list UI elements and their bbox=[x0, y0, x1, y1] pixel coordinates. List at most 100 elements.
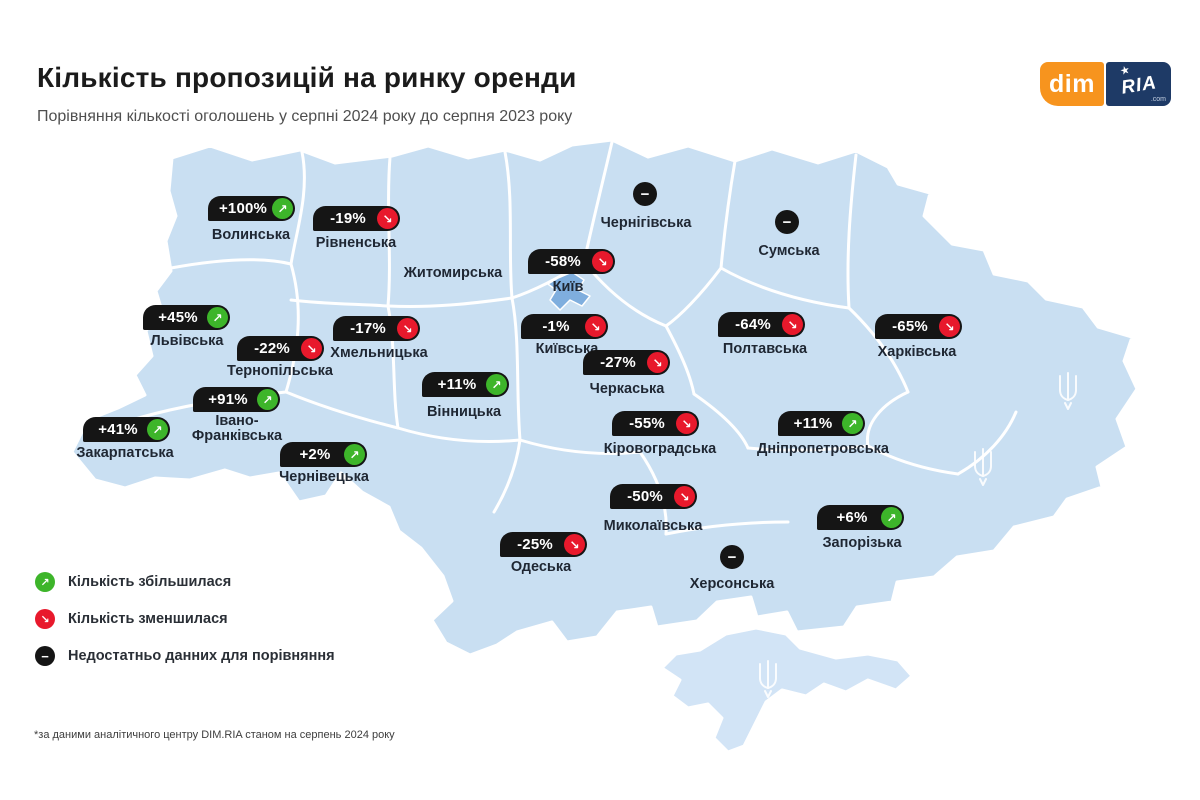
legend-label: Кількість зменшилася bbox=[68, 611, 228, 627]
no-data-icon: − bbox=[720, 545, 744, 569]
arrow-up-right-icon: ↗ bbox=[486, 374, 507, 395]
arrow-up-right-icon: ↗ bbox=[344, 444, 365, 465]
region-label-dnipropetrovska: Дніпропетровська bbox=[757, 441, 889, 457]
arrow-down-right-icon: ↘ bbox=[301, 338, 322, 359]
region-badge-lvivska: +45% ↗ bbox=[143, 305, 230, 330]
region-label-chernihivska: Чернігівська bbox=[600, 215, 692, 231]
region-label-khersonska: Херсонська bbox=[689, 576, 775, 592]
region-label-khmelnytska: Хмельницька bbox=[330, 345, 428, 361]
region-value: -1% bbox=[542, 318, 570, 335]
region-value: -50% bbox=[627, 488, 663, 505]
region-badge-chernivetska: +2% ↗ bbox=[280, 442, 367, 467]
oblast-borders bbox=[90, 140, 1018, 536]
region-label-cherkaska: Черкаська bbox=[589, 381, 665, 397]
minus-glyph: − bbox=[782, 213, 792, 231]
arrow-up-right-icon: ↗ bbox=[272, 198, 293, 219]
region-label-rivnenska: Рівненська bbox=[315, 235, 397, 251]
region-label-ternopilska: Тернопільська bbox=[227, 363, 333, 379]
minus-glyph: − bbox=[727, 548, 737, 566]
region-label-kyivska: Київська bbox=[535, 341, 599, 357]
region-label-chernivetska: Чернівецька bbox=[279, 469, 369, 485]
no-data-icon: − bbox=[633, 182, 657, 206]
region-badge-vinnytska: +11% ↗ bbox=[422, 372, 509, 397]
ria-com-text: .com bbox=[1150, 96, 1166, 103]
arrow-down-right-icon: ↘ bbox=[377, 208, 398, 229]
arrow-up-right-icon: ↗ bbox=[35, 572, 55, 592]
region-badge-kyivska: -1% ↘ bbox=[521, 314, 608, 339]
region-value: +11% bbox=[793, 415, 833, 432]
region-badge-cherkaska: -27% ↘ bbox=[583, 350, 670, 375]
header: Кількість пропозицій на ринку оренди Пор… bbox=[37, 62, 577, 126]
region-label-zaporizka: Запорізька bbox=[822, 535, 902, 551]
region-value: +91% bbox=[208, 391, 248, 408]
region-label-sumska: Сумська bbox=[758, 243, 820, 259]
page-subtitle: Порівняння кількості оголошень у серпні … bbox=[37, 108, 573, 125]
region-value: -19% bbox=[330, 210, 366, 227]
region-badge-poltavska: -64% ↘ bbox=[718, 312, 805, 337]
legend-item-decrease: ↘ Кількість зменшилася bbox=[35, 609, 335, 629]
region-badge-mykolaivska: -50% ↘ bbox=[610, 484, 697, 509]
region-badge-ivano-frankivska: +91% ↗ bbox=[193, 387, 280, 412]
region-label-kirovohradska: Кіровоградська bbox=[603, 441, 717, 457]
region-badge-khmelnytska: -17% ↘ bbox=[333, 316, 420, 341]
region-label-mykolaivska: Миколаївська bbox=[603, 518, 703, 534]
region-value: -17% bbox=[350, 320, 386, 337]
arrow-up-right-icon: ↗ bbox=[207, 307, 228, 328]
legend-label: Недостатньо данних для порівняння bbox=[68, 648, 335, 664]
region-value: -58% bbox=[545, 253, 581, 270]
region-badge-rivnenska: -19% ↘ bbox=[313, 206, 400, 231]
region-value: -25% bbox=[517, 536, 553, 553]
region-value: +100% bbox=[218, 200, 268, 217]
legend-label: Кількість збільшилася bbox=[68, 574, 232, 590]
region-badge-kirovohradska: -55% ↘ bbox=[612, 411, 699, 436]
arrow-down-right-icon: ↘ bbox=[782, 314, 803, 335]
region-value: +6% bbox=[836, 509, 868, 526]
region-value: +45% bbox=[158, 309, 198, 326]
region-badge-dnipropetrovska: +11% ↗ bbox=[778, 411, 865, 436]
region-label-kyiv-city: Київ bbox=[552, 279, 584, 295]
region-label-vinnytska: Вінницька bbox=[426, 404, 502, 420]
kyiv-city-shape bbox=[547, 271, 591, 311]
arrow-down-right-icon: ↘ bbox=[676, 413, 697, 434]
crimea-region bbox=[660, 626, 914, 754]
arrow-up-right-icon: ↗ bbox=[842, 413, 863, 434]
region-label-poltavska: Полтавська bbox=[722, 341, 808, 357]
region-badge-zakarpatska: +41% ↗ bbox=[83, 417, 170, 442]
region-badge-odeska: -25% ↘ bbox=[500, 532, 587, 557]
region-badge-kharkivska: -65% ↘ bbox=[875, 314, 962, 339]
minus-glyph: − bbox=[640, 185, 650, 203]
page-title: Кількість пропозицій на ринку оренди bbox=[37, 62, 577, 93]
arrow-down-right-icon: ↘ bbox=[592, 251, 613, 272]
arrow-up-right-icon: ↗ bbox=[881, 507, 902, 528]
region-label-kharkivska: Харківська bbox=[877, 344, 957, 360]
arrow-down-right-icon: ↘ bbox=[647, 352, 668, 373]
region-label-zakarpatska: Закарпатська bbox=[76, 445, 174, 461]
footnote: *за даними аналітичного центру DIM.RIA с… bbox=[34, 729, 395, 741]
region-value: +11% bbox=[437, 376, 477, 393]
arrow-down-right-icon: ↘ bbox=[674, 486, 695, 507]
dim-logo-text: dim bbox=[1049, 69, 1095, 98]
region-value: -65% bbox=[892, 318, 928, 335]
no-data-icon: − bbox=[775, 210, 799, 234]
region-label-volynska: Волинська bbox=[211, 227, 291, 243]
region-badge-ternopilska: -22% ↘ bbox=[237, 336, 324, 361]
arrow-up-right-icon: ↗ bbox=[147, 419, 168, 440]
dim-logo-box: dim bbox=[1040, 62, 1104, 106]
ria-logo-box: ★ RIA .com bbox=[1106, 62, 1171, 106]
region-badge-zaporizka: +6% ↗ bbox=[817, 505, 904, 530]
region-badge-kyiv-city: -58% ↘ bbox=[528, 249, 615, 274]
arrow-down-right-icon: ↘ bbox=[564, 534, 585, 555]
arrow-down-right-icon: ↘ bbox=[397, 318, 418, 339]
region-label-zhytomyrska: Житомирська bbox=[403, 265, 503, 281]
region-label-lvivska: Львівська bbox=[150, 333, 224, 349]
arrow-down-right-icon: ↘ bbox=[939, 316, 960, 337]
region-badge-volynska: +100% ↗ bbox=[208, 196, 295, 221]
region-value: +2% bbox=[299, 446, 331, 463]
arrow-down-right-icon: ↘ bbox=[585, 316, 606, 337]
region-value: -64% bbox=[735, 316, 771, 333]
region-value: -22% bbox=[254, 340, 290, 357]
arrow-down-right-icon: ↘ bbox=[35, 609, 55, 629]
arrow-up-right-icon: ↗ bbox=[257, 389, 278, 410]
legend-item-nodata: − Недостатньо данних для порівняння bbox=[35, 646, 335, 666]
